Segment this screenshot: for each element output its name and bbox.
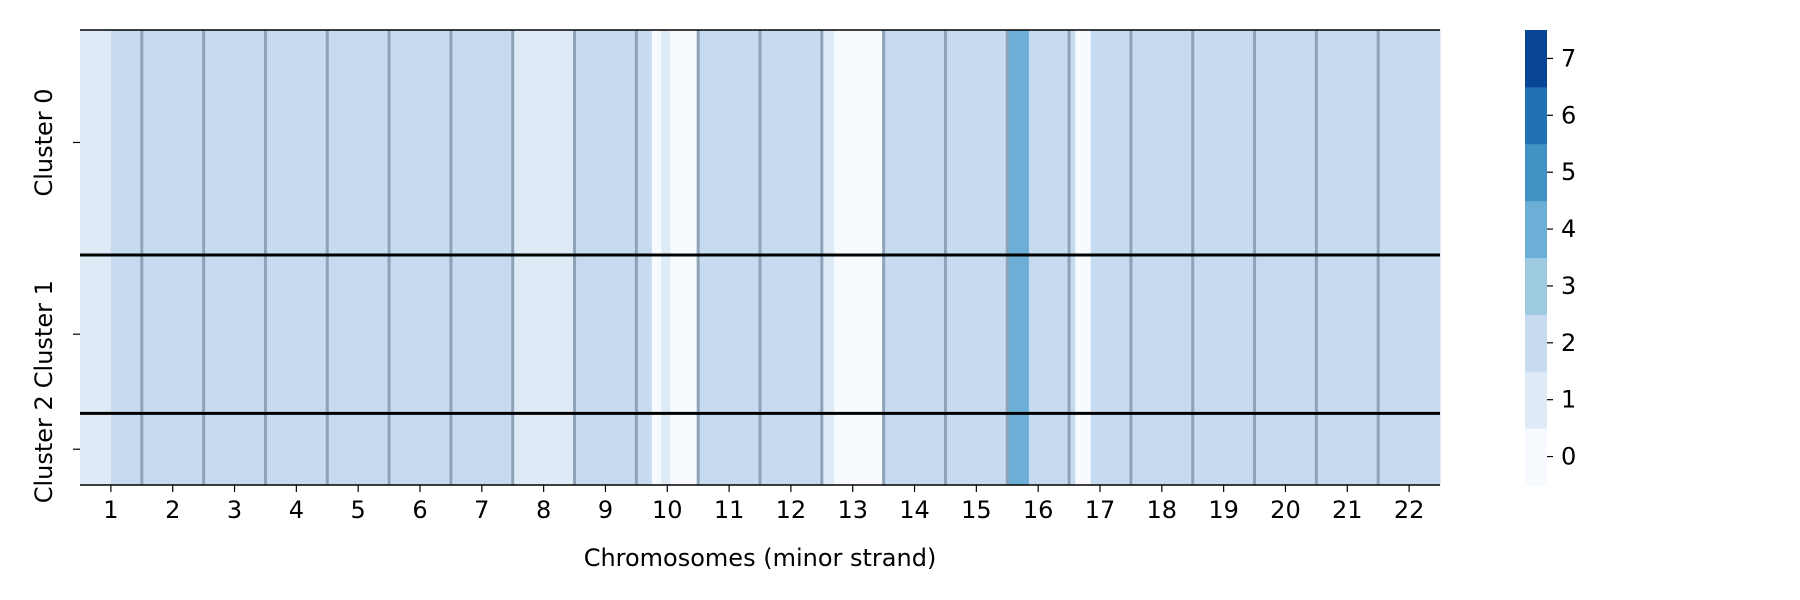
colorbar-tick-label: 0 — [1561, 443, 1576, 471]
x-axis-label: Chromosomes (minor strand) — [584, 544, 937, 572]
x-tick-label: 11 — [714, 496, 745, 524]
heatmap-cell — [1316, 30, 1379, 485]
heatmap-cell — [834, 30, 885, 485]
colorbar-segment — [1525, 371, 1547, 429]
y-tick-label: Cluster 1 — [30, 280, 58, 388]
x-tick-label: 12 — [776, 496, 807, 524]
x-tick-label: 22 — [1394, 496, 1425, 524]
colorbar-segment — [1525, 30, 1547, 88]
heatmap-cell — [1254, 30, 1317, 485]
heatmap-cell — [80, 30, 112, 485]
heatmap-cell — [203, 30, 266, 485]
x-tick-label: 18 — [1147, 496, 1178, 524]
x-tick-label: 6 — [412, 496, 427, 524]
x-tick-label: 21 — [1332, 496, 1363, 524]
heatmap-cell — [1090, 30, 1132, 485]
heatmap-cell — [821, 30, 835, 485]
colorbar-tick-label: 6 — [1561, 101, 1576, 129]
heatmap-cell — [450, 30, 514, 485]
x-tick-label: 17 — [1085, 496, 1116, 524]
axes: 1 2 3 4 5 6 7 8 9 10 11 12 13 14 15 16 17 18 19 20 21 22Clust… — [30, 88, 1424, 524]
divider-lines — [80, 29, 1440, 486]
x-tick-label: 7 — [474, 496, 489, 524]
heatmap-cell — [389, 30, 452, 485]
colorbar-tick-label: 7 — [1561, 44, 1576, 72]
heatmap-cell — [141, 30, 205, 485]
x-tick-label: 13 — [837, 496, 868, 524]
heatmap-cell — [1007, 30, 1030, 485]
heatmap-cell — [760, 30, 823, 485]
heatmap-cell — [1378, 30, 1441, 485]
heatmap-cell — [574, 30, 637, 485]
colorbar-segment — [1525, 257, 1547, 315]
colorbar-segment — [1525, 86, 1547, 145]
heatmap-cell — [110, 30, 143, 485]
colorbar-segment — [1525, 200, 1547, 258]
colorbar: 0 1 2 3 4 5 6 7 — [1525, 30, 1576, 486]
x-tick-label: 1 — [103, 496, 118, 524]
colorbar-tick-label: 2 — [1561, 329, 1576, 357]
x-tick-label: 14 — [899, 496, 930, 524]
x-tick-label: 8 — [536, 496, 551, 524]
heatmap-cell — [945, 30, 1008, 485]
heatmap-cell — [1028, 30, 1070, 485]
x-tick-label: 2 — [165, 496, 180, 524]
x-tick-label: 5 — [351, 496, 366, 524]
colorbar-tick-label: 5 — [1561, 158, 1576, 186]
x-tick-label: 16 — [1023, 496, 1054, 524]
x-tick-label: 9 — [598, 496, 613, 524]
y-tick-label: Cluster 2 — [30, 395, 58, 503]
heatmap-cell — [636, 30, 653, 485]
x-tick-label: 19 — [1208, 496, 1239, 524]
heatmap-cell — [883, 30, 946, 485]
heatmap-plot-area — [80, 30, 1441, 485]
heatmap-cell — [512, 30, 576, 485]
heatmap-cell — [327, 30, 390, 485]
colorbar-tick-label: 1 — [1561, 386, 1576, 414]
colorbar-segment — [1525, 143, 1547, 202]
heatmap-cell — [1130, 30, 1194, 485]
colorbar-segment — [1525, 314, 1547, 372]
x-tick-label: 4 — [289, 496, 304, 524]
x-tick-label: 3 — [227, 496, 242, 524]
x-tick-label: 15 — [961, 496, 992, 524]
y-tick-label: Cluster 0 — [30, 88, 58, 196]
heatmap-cell — [651, 30, 662, 485]
x-tick-label: 20 — [1270, 496, 1301, 524]
heatmap-cell — [1069, 30, 1076, 485]
heatmap-cell — [661, 30, 671, 485]
x-tick-label: 10 — [652, 496, 683, 524]
colorbar-segment — [1525, 428, 1547, 486]
colorbar-tick-label: 3 — [1561, 272, 1576, 300]
heatmap-cell — [1192, 30, 1256, 485]
heatmap-cell — [670, 30, 699, 485]
heatmap-cell — [265, 30, 328, 485]
colorbar-tick-label: 4 — [1561, 215, 1576, 243]
heatmap-cell — [1075, 30, 1092, 485]
heatmap-cell — [698, 30, 761, 485]
